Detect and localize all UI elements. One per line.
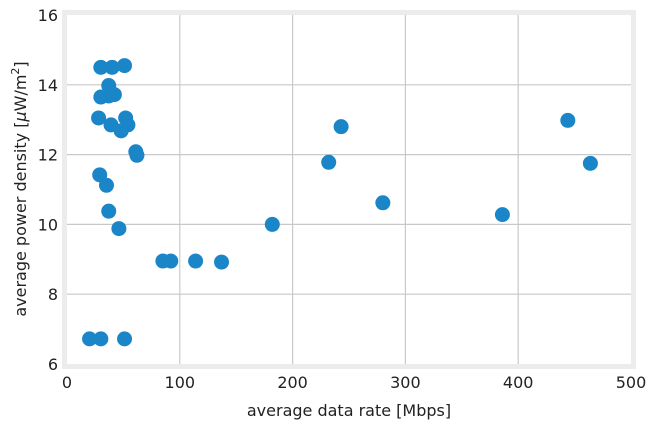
data-point: [91, 110, 107, 126]
y-axis-title-suffix: ]: [11, 61, 30, 67]
y-tick-label: 10: [38, 215, 58, 234]
grid-lines: [67, 15, 631, 364]
data-point: [494, 207, 510, 223]
y-axis-title-unit: W/m: [11, 75, 30, 112]
data-point: [163, 253, 179, 269]
data-point: [82, 331, 98, 347]
data-point: [117, 58, 133, 74]
data-point: [582, 155, 598, 171]
x-tick-label: 100: [165, 373, 196, 392]
y-tick-label: 14: [38, 76, 58, 95]
data-point: [188, 253, 204, 269]
data-point: [560, 112, 576, 128]
y-tick-label: 6: [48, 355, 58, 374]
x-tick-label: 200: [277, 373, 308, 392]
data-point: [129, 147, 145, 163]
data-point: [93, 331, 109, 347]
x-tick-labels: 0 100 200 300 400 500: [62, 373, 646, 392]
y-axis-title-prefix: average power density [: [11, 122, 30, 317]
data-point: [375, 195, 391, 211]
data-point: [333, 119, 349, 135]
data-point: [120, 117, 136, 133]
y-tick-labels: 6 8 10 12 14 16: [38, 6, 58, 374]
y-axis-title-exponent: 2: [9, 68, 22, 75]
data-point: [106, 87, 122, 103]
data-point: [93, 59, 109, 75]
data-point: [98, 177, 114, 193]
plot-frame: [62, 10, 636, 369]
y-tick-label: 8: [48, 285, 58, 304]
y-axis-title: average power density [μW/m2]: [9, 61, 30, 316]
y-tick-label: 16: [38, 6, 58, 25]
x-tick-label: 300: [390, 373, 421, 392]
data-point: [111, 221, 127, 237]
y-tick-label: 12: [38, 146, 58, 165]
x-axis-title: average data rate [Mbps]: [247, 401, 451, 420]
x-tick-label: 500: [616, 373, 647, 392]
y-axis-title-mu: μ: [11, 111, 30, 122]
data-point: [321, 154, 337, 170]
x-tick-label: 0: [62, 373, 72, 392]
data-points: [82, 58, 598, 347]
x-tick-label: 400: [503, 373, 534, 392]
data-point: [104, 59, 120, 75]
data-point: [264, 216, 280, 232]
data-point: [214, 254, 230, 270]
data-point: [101, 203, 117, 219]
data-point: [117, 331, 133, 347]
